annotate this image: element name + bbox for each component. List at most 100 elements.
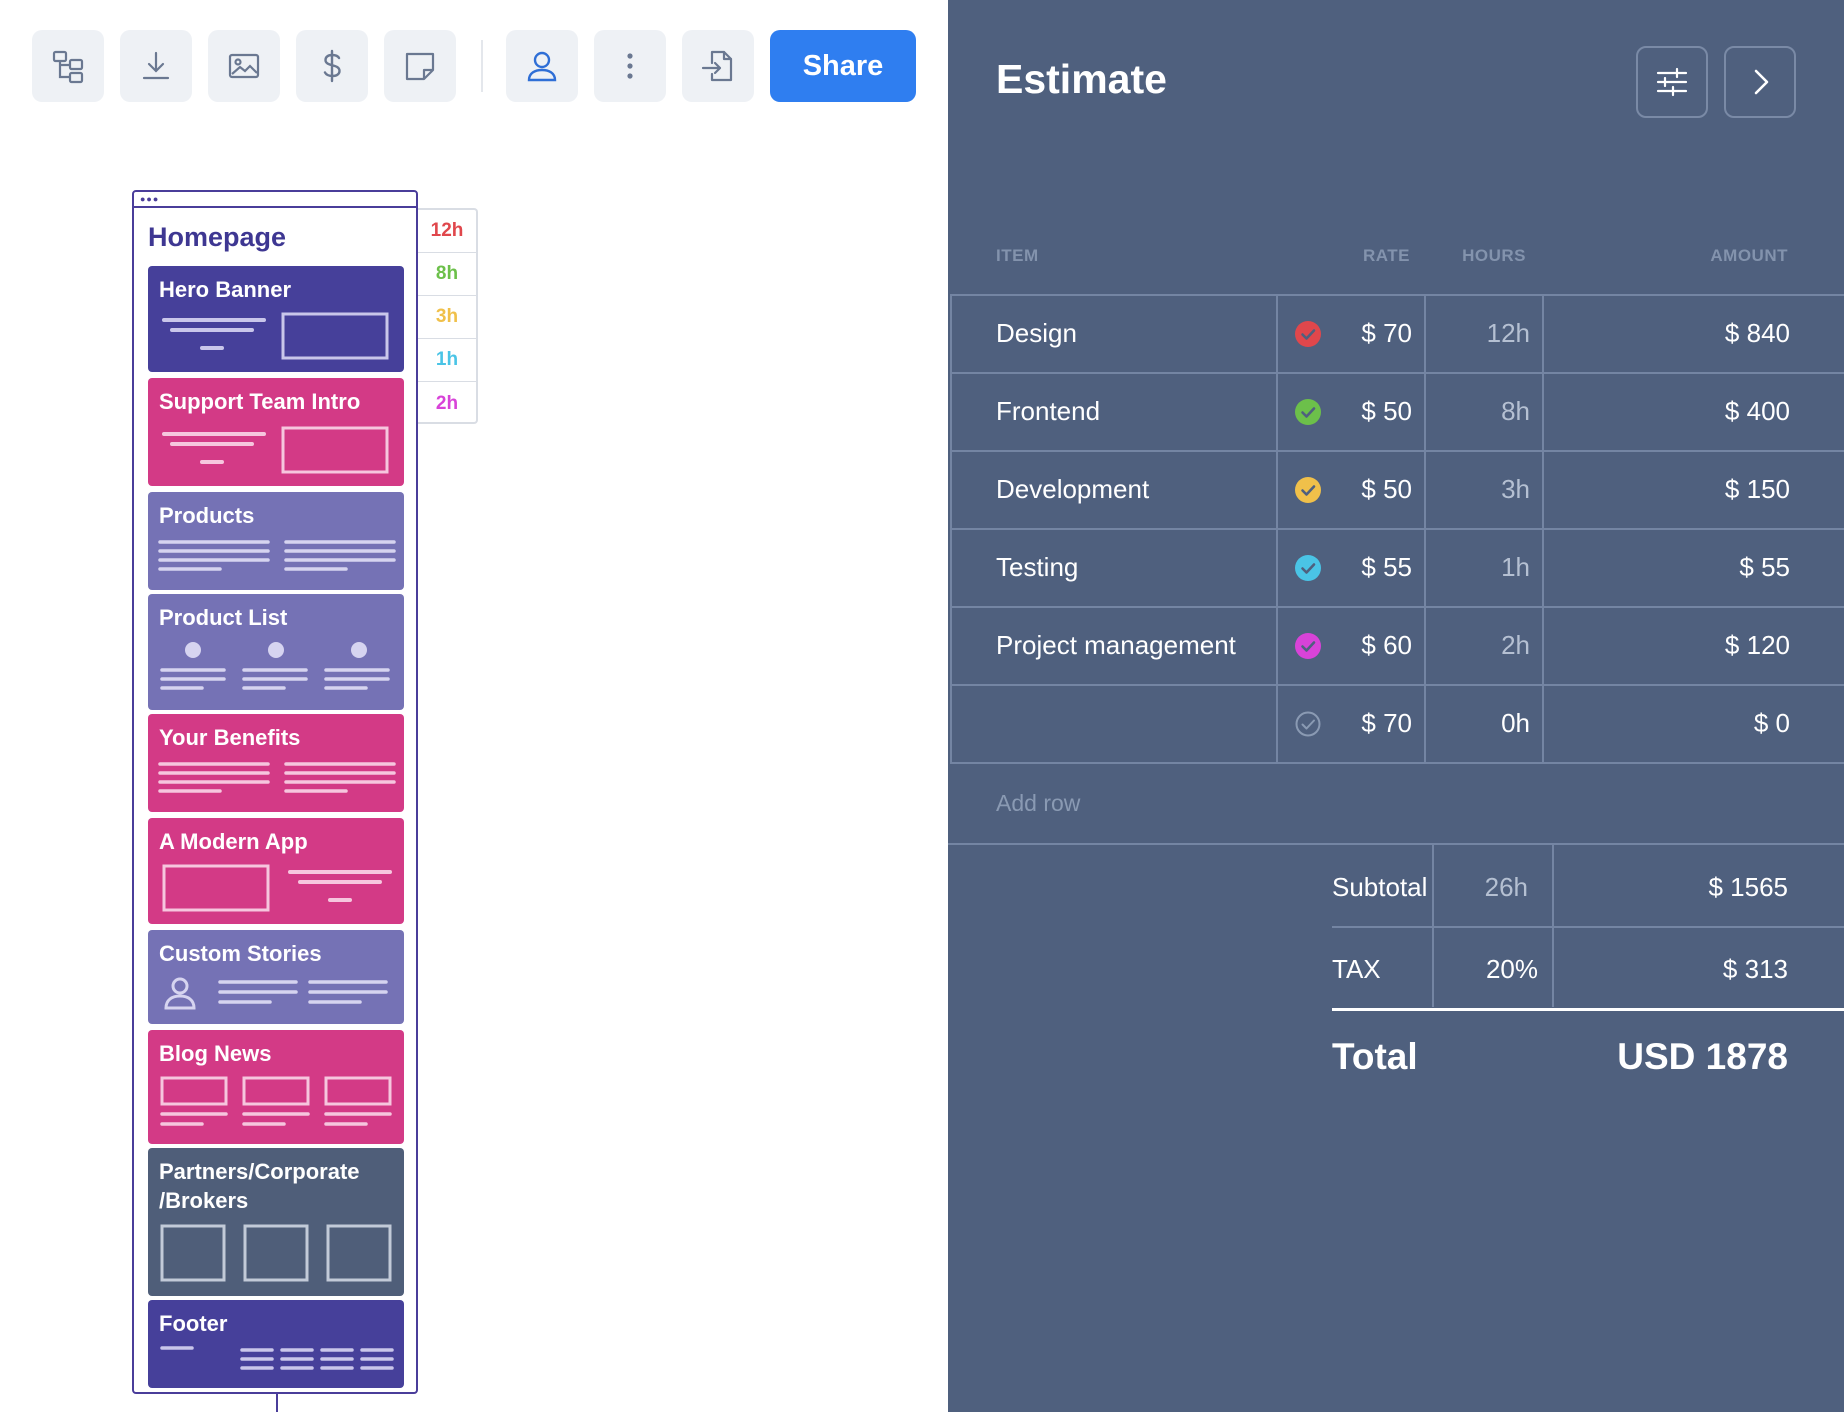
row-item-name[interactable]: Development bbox=[996, 474, 1150, 504]
divider bbox=[1424, 686, 1426, 762]
estimate-row[interactable]: Frontend $ 50 8h $ 400 bbox=[950, 372, 1844, 450]
total-divider bbox=[1332, 1008, 1844, 1011]
download-button[interactable] bbox=[120, 30, 192, 102]
row-amount: $ 150 bbox=[1724, 474, 1790, 504]
row-hours[interactable]: 8h bbox=[1501, 396, 1530, 426]
section-custom-stories[interactable]: Custom Stories bbox=[148, 930, 404, 1024]
hour-tag: 1h bbox=[418, 339, 476, 382]
dollar-icon bbox=[323, 49, 341, 83]
page-menu-dots-icon[interactable]: ●●● bbox=[140, 194, 160, 204]
divider bbox=[1276, 374, 1278, 450]
row-item-name[interactable]: Testing bbox=[996, 552, 1079, 582]
divider bbox=[1424, 374, 1426, 450]
divider bbox=[1424, 452, 1426, 528]
divider bbox=[1276, 530, 1278, 606]
divider bbox=[1276, 452, 1278, 528]
hours-summary-tab: 12h 8h 3h 1h 2h bbox=[418, 208, 478, 424]
sliders-icon bbox=[1656, 67, 1688, 97]
canvas-area: Share ●●● Homepage Hero Banner Support T… bbox=[32, 30, 916, 1412]
divider bbox=[1424, 296, 1426, 372]
user-button[interactable] bbox=[506, 30, 578, 102]
share-button[interactable]: Share bbox=[770, 30, 916, 102]
sticky-note-icon bbox=[405, 52, 435, 81]
hour-tag: 12h bbox=[418, 210, 476, 253]
divider bbox=[1542, 608, 1544, 684]
row-amount: $ 840 bbox=[1724, 318, 1790, 348]
divider bbox=[948, 843, 1844, 845]
divider bbox=[1332, 926, 1844, 928]
section-support-team-intro[interactable]: Support Team Intro bbox=[148, 378, 404, 486]
estimate-row[interactable]: Development $ 50 3h $ 150 bbox=[950, 450, 1844, 528]
section-products[interactable]: Products bbox=[148, 492, 404, 590]
row-rate[interactable]: $ 50 bbox=[1361, 474, 1412, 504]
row-hours[interactable]: 1h bbox=[1501, 552, 1530, 582]
more-button[interactable] bbox=[594, 30, 666, 102]
row-item-name[interactable]: Frontend bbox=[996, 396, 1101, 426]
section-partners[interactable]: Partners/Corporate /Brokers bbox=[148, 1148, 404, 1296]
row-check-icon[interactable] bbox=[1295, 711, 1321, 737]
section-label: Hero Banner bbox=[159, 277, 292, 302]
settings-button[interactable] bbox=[1636, 46, 1708, 118]
total-label: Total bbox=[1332, 1036, 1418, 1077]
row-check-icon[interactable] bbox=[1295, 321, 1321, 347]
row-hours[interactable]: 2h bbox=[1501, 630, 1530, 660]
row-rate[interactable]: $ 50 bbox=[1361, 396, 1412, 426]
tax-rate-input[interactable]: 20% bbox=[1485, 954, 1538, 984]
row-item-name[interactable]: Project management bbox=[996, 630, 1236, 660]
row-rate[interactable]: $ 55 bbox=[1361, 552, 1412, 582]
image-button[interactable] bbox=[208, 30, 280, 102]
pricing-button[interactable] bbox=[296, 30, 368, 102]
collapse-panel-button[interactable] bbox=[1724, 46, 1796, 118]
section-your-benefits[interactable]: Your Benefits bbox=[148, 714, 404, 812]
add-row-button[interactable]: Add row bbox=[996, 790, 1081, 816]
row-rate[interactable]: $ 70 bbox=[1361, 708, 1412, 738]
row-amount: $ 400 bbox=[1724, 396, 1790, 426]
row-amount: $ 55 bbox=[1739, 552, 1790, 582]
page-card-homepage[interactable]: ●●● Homepage Hero Banner Support Team In… bbox=[132, 190, 418, 1394]
row-check-icon[interactable] bbox=[1295, 477, 1321, 503]
estimate-row[interactable]: $ 70 0h $ 0 bbox=[950, 684, 1844, 764]
hour-tag: 8h bbox=[418, 253, 476, 296]
section-hero-banner[interactable]: Hero Banner bbox=[148, 266, 404, 372]
toolbar-divider bbox=[481, 40, 483, 92]
section-product-list[interactable]: Product List bbox=[148, 594, 404, 710]
image-icon bbox=[228, 53, 260, 79]
subtotal-amount: $ 1565 bbox=[1708, 872, 1788, 902]
section-footer[interactable]: Footer bbox=[148, 1300, 404, 1388]
row-hours[interactable]: 3h bbox=[1501, 474, 1530, 504]
note-button[interactable] bbox=[384, 30, 456, 102]
products-wireframe-icon bbox=[158, 540, 396, 571]
estimate-row[interactable]: Design $ 70 12h $ 840 bbox=[950, 294, 1844, 372]
section-label: A Modern App bbox=[159, 829, 308, 854]
row-amount: $ 120 bbox=[1724, 630, 1790, 660]
footer-wireframe-icon bbox=[160, 1346, 394, 1370]
divider bbox=[1542, 686, 1544, 762]
section-a-modern-app[interactable]: A Modern App bbox=[148, 818, 404, 924]
blog-wireframe-icon bbox=[160, 1076, 392, 1126]
estimate-row[interactable]: Testing $ 55 1h $ 55 bbox=[950, 528, 1844, 606]
divider bbox=[1424, 530, 1426, 606]
section-blog-news[interactable]: Blog News bbox=[148, 1030, 404, 1144]
sitemap-icon bbox=[52, 50, 84, 84]
row-hours[interactable]: 12h bbox=[1486, 318, 1530, 348]
intro-wireframe-icon bbox=[162, 426, 389, 474]
divider bbox=[1276, 608, 1278, 684]
row-item-name[interactable]: Design bbox=[996, 318, 1077, 348]
column-header-rate: RATE bbox=[1362, 246, 1410, 265]
divider bbox=[1424, 608, 1426, 684]
row-check-icon[interactable] bbox=[1295, 399, 1321, 425]
row-rate[interactable]: $ 70 bbox=[1361, 318, 1412, 348]
page-title: Homepage bbox=[148, 222, 287, 252]
row-rate[interactable]: $ 60 bbox=[1361, 630, 1412, 660]
row-hours[interactable]: 0h bbox=[1501, 708, 1530, 738]
estimate-row[interactable]: Project management $ 60 2h $ 120 bbox=[950, 606, 1844, 684]
column-header-item: ITEM bbox=[996, 246, 1039, 265]
divider bbox=[1276, 296, 1278, 372]
subtotal-hours: 26h bbox=[1484, 872, 1528, 902]
export-button[interactable] bbox=[682, 30, 754, 102]
hero-wireframe-icon bbox=[162, 312, 389, 360]
row-check-icon[interactable] bbox=[1295, 555, 1321, 581]
row-check-icon[interactable] bbox=[1295, 633, 1321, 659]
section-label: Custom Stories bbox=[159, 941, 322, 966]
sitemap-button[interactable] bbox=[32, 30, 104, 102]
